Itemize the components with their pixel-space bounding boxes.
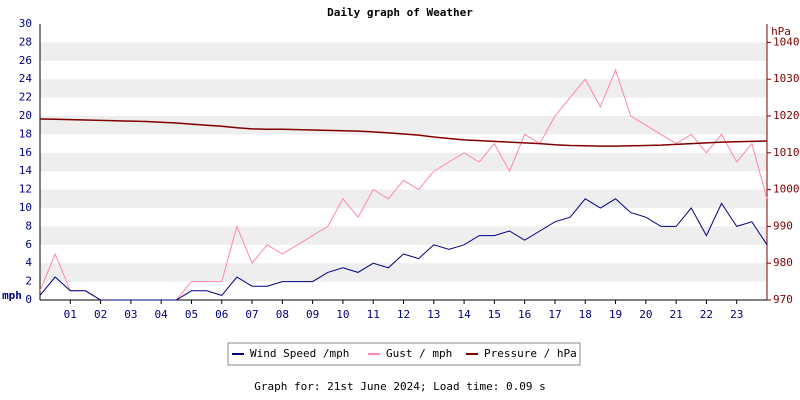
- x-tick-label: 01: [64, 308, 77, 321]
- x-tick-label: 09: [306, 308, 319, 321]
- grid-band: [40, 152, 767, 172]
- y-axis-label: mph: [2, 289, 22, 302]
- x-tick-label: 21: [670, 308, 683, 321]
- y-tick-label: 8: [25, 219, 32, 232]
- y-tick-label: 20: [19, 109, 32, 122]
- series-line: [39, 198, 768, 301]
- y2-tick-label: 1020: [773, 109, 800, 122]
- footer: Graph for: 21st June 2024; Load time: 0.…: [254, 380, 545, 393]
- y2-tick-label: 1000: [773, 183, 800, 196]
- legend-label: Wind Speed /mph: [250, 347, 349, 360]
- grid-band: [40, 226, 767, 245]
- grid-band: [40, 263, 767, 282]
- grid-band: [40, 79, 767, 98]
- x-tick-label: 10: [336, 308, 349, 321]
- x-tick-label: 16: [518, 308, 531, 321]
- y2-tick-label: 1040: [773, 35, 800, 48]
- x-tick-label: 13: [427, 308, 440, 321]
- y-tick-label: 26: [19, 54, 32, 67]
- x-tick-label: 02: [94, 308, 107, 321]
- grid-band: [40, 189, 767, 208]
- x-tick-label: 14: [457, 308, 471, 321]
- x-tick-label: 04: [155, 308, 169, 321]
- y-tick-label: 22: [19, 91, 32, 104]
- x-tick-label: 12: [397, 308, 410, 321]
- series-line: [39, 118, 768, 147]
- x-tick-label: 19: [609, 308, 622, 321]
- x-tick-label: 18: [579, 308, 592, 321]
- x-tick-label: 17: [548, 308, 561, 321]
- y-tick-label: 18: [19, 127, 32, 140]
- y2-tick-label: 1030: [773, 72, 800, 85]
- x-tick-label: 05: [185, 308, 198, 321]
- y-tick-label: 12: [19, 183, 32, 196]
- legend-label: Gust / mph: [386, 347, 452, 360]
- y-tick-label: 10: [19, 201, 32, 214]
- y-tick-label: 0: [25, 293, 32, 306]
- x-tick-label: 23: [730, 308, 743, 321]
- legend-box: [227, 342, 581, 366]
- y2-tick-label: 970: [773, 293, 793, 306]
- x-tick-label: 06: [215, 308, 228, 321]
- grid-band: [40, 42, 767, 61]
- x-tick-label: 22: [700, 308, 713, 321]
- y-tick-label: 28: [19, 35, 32, 48]
- y2-tick-label: 980: [773, 256, 793, 269]
- y2-tick-label: 1010: [773, 146, 800, 159]
- y-tick-label: 4: [25, 256, 32, 269]
- y2-axis-label: hPa: [771, 25, 791, 38]
- y-tick-label: 2: [25, 275, 32, 288]
- y2-tick-label: 990: [773, 219, 793, 232]
- y-tick-label: 16: [19, 146, 32, 159]
- x-tick-label: 20: [639, 308, 652, 321]
- chart-title: Daily graph of Weather: [327, 6, 473, 19]
- x-tick-label: 15: [488, 308, 501, 321]
- y-tick-label: 24: [19, 72, 33, 85]
- x-tick-label: 03: [124, 308, 137, 321]
- x-tick-label: 08: [276, 308, 289, 321]
- x-tick-label: 11: [367, 308, 380, 321]
- x-tick-label: 07: [245, 308, 258, 321]
- y-tick-label: 6: [25, 238, 32, 251]
- grid-band: [40, 116, 767, 135]
- y-tick-label: 14: [19, 164, 33, 177]
- y-tick-label: 30: [19, 17, 32, 30]
- legend-label: Pressure / hPa: [484, 347, 577, 360]
